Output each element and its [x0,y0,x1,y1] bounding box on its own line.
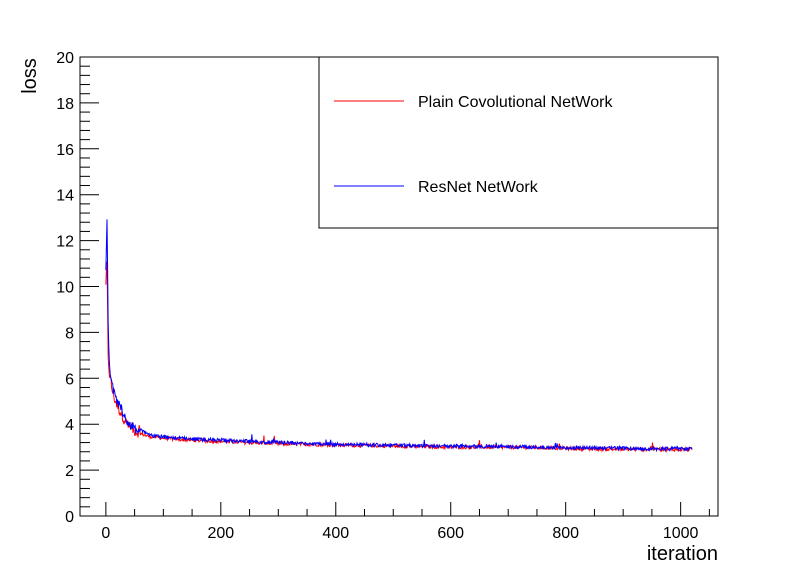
x-tick-label: 0 [101,525,110,542]
x-axis-label: iteration [647,543,718,565]
series-line-resnet [105,219,693,453]
y-tick-label: 10 [56,280,74,297]
y-tick-label: 14 [56,188,74,205]
y-tick-label: 4 [65,417,74,434]
y-tick-label: 18 [56,96,74,113]
legend-box [318,56,719,229]
legend-label-plain: Plain Covolutional NetWork [418,94,613,111]
x-tick-label: 200 [207,525,234,542]
series-layer [105,219,693,454]
y-tick-label: 0 [65,509,74,526]
legend-label-resnet: ResNet NetWork [418,179,539,196]
x-tick-label: 800 [552,525,579,542]
y-tick-label: 12 [56,234,74,251]
legend: Plain Covolutional NetWork ResNet NetWor… [318,56,719,229]
x-tick-label: 1000 [663,525,699,542]
y-axis-label: loss [19,58,41,94]
y-tick-label: 8 [65,325,74,342]
x-tick-label: 600 [437,525,464,542]
y-tick-label: 6 [65,371,74,388]
y-tick-label: 20 [56,50,74,67]
y-tick-label: 2 [65,463,74,480]
x-tick-label: 400 [322,525,349,542]
y-tick-label: 16 [56,142,74,159]
